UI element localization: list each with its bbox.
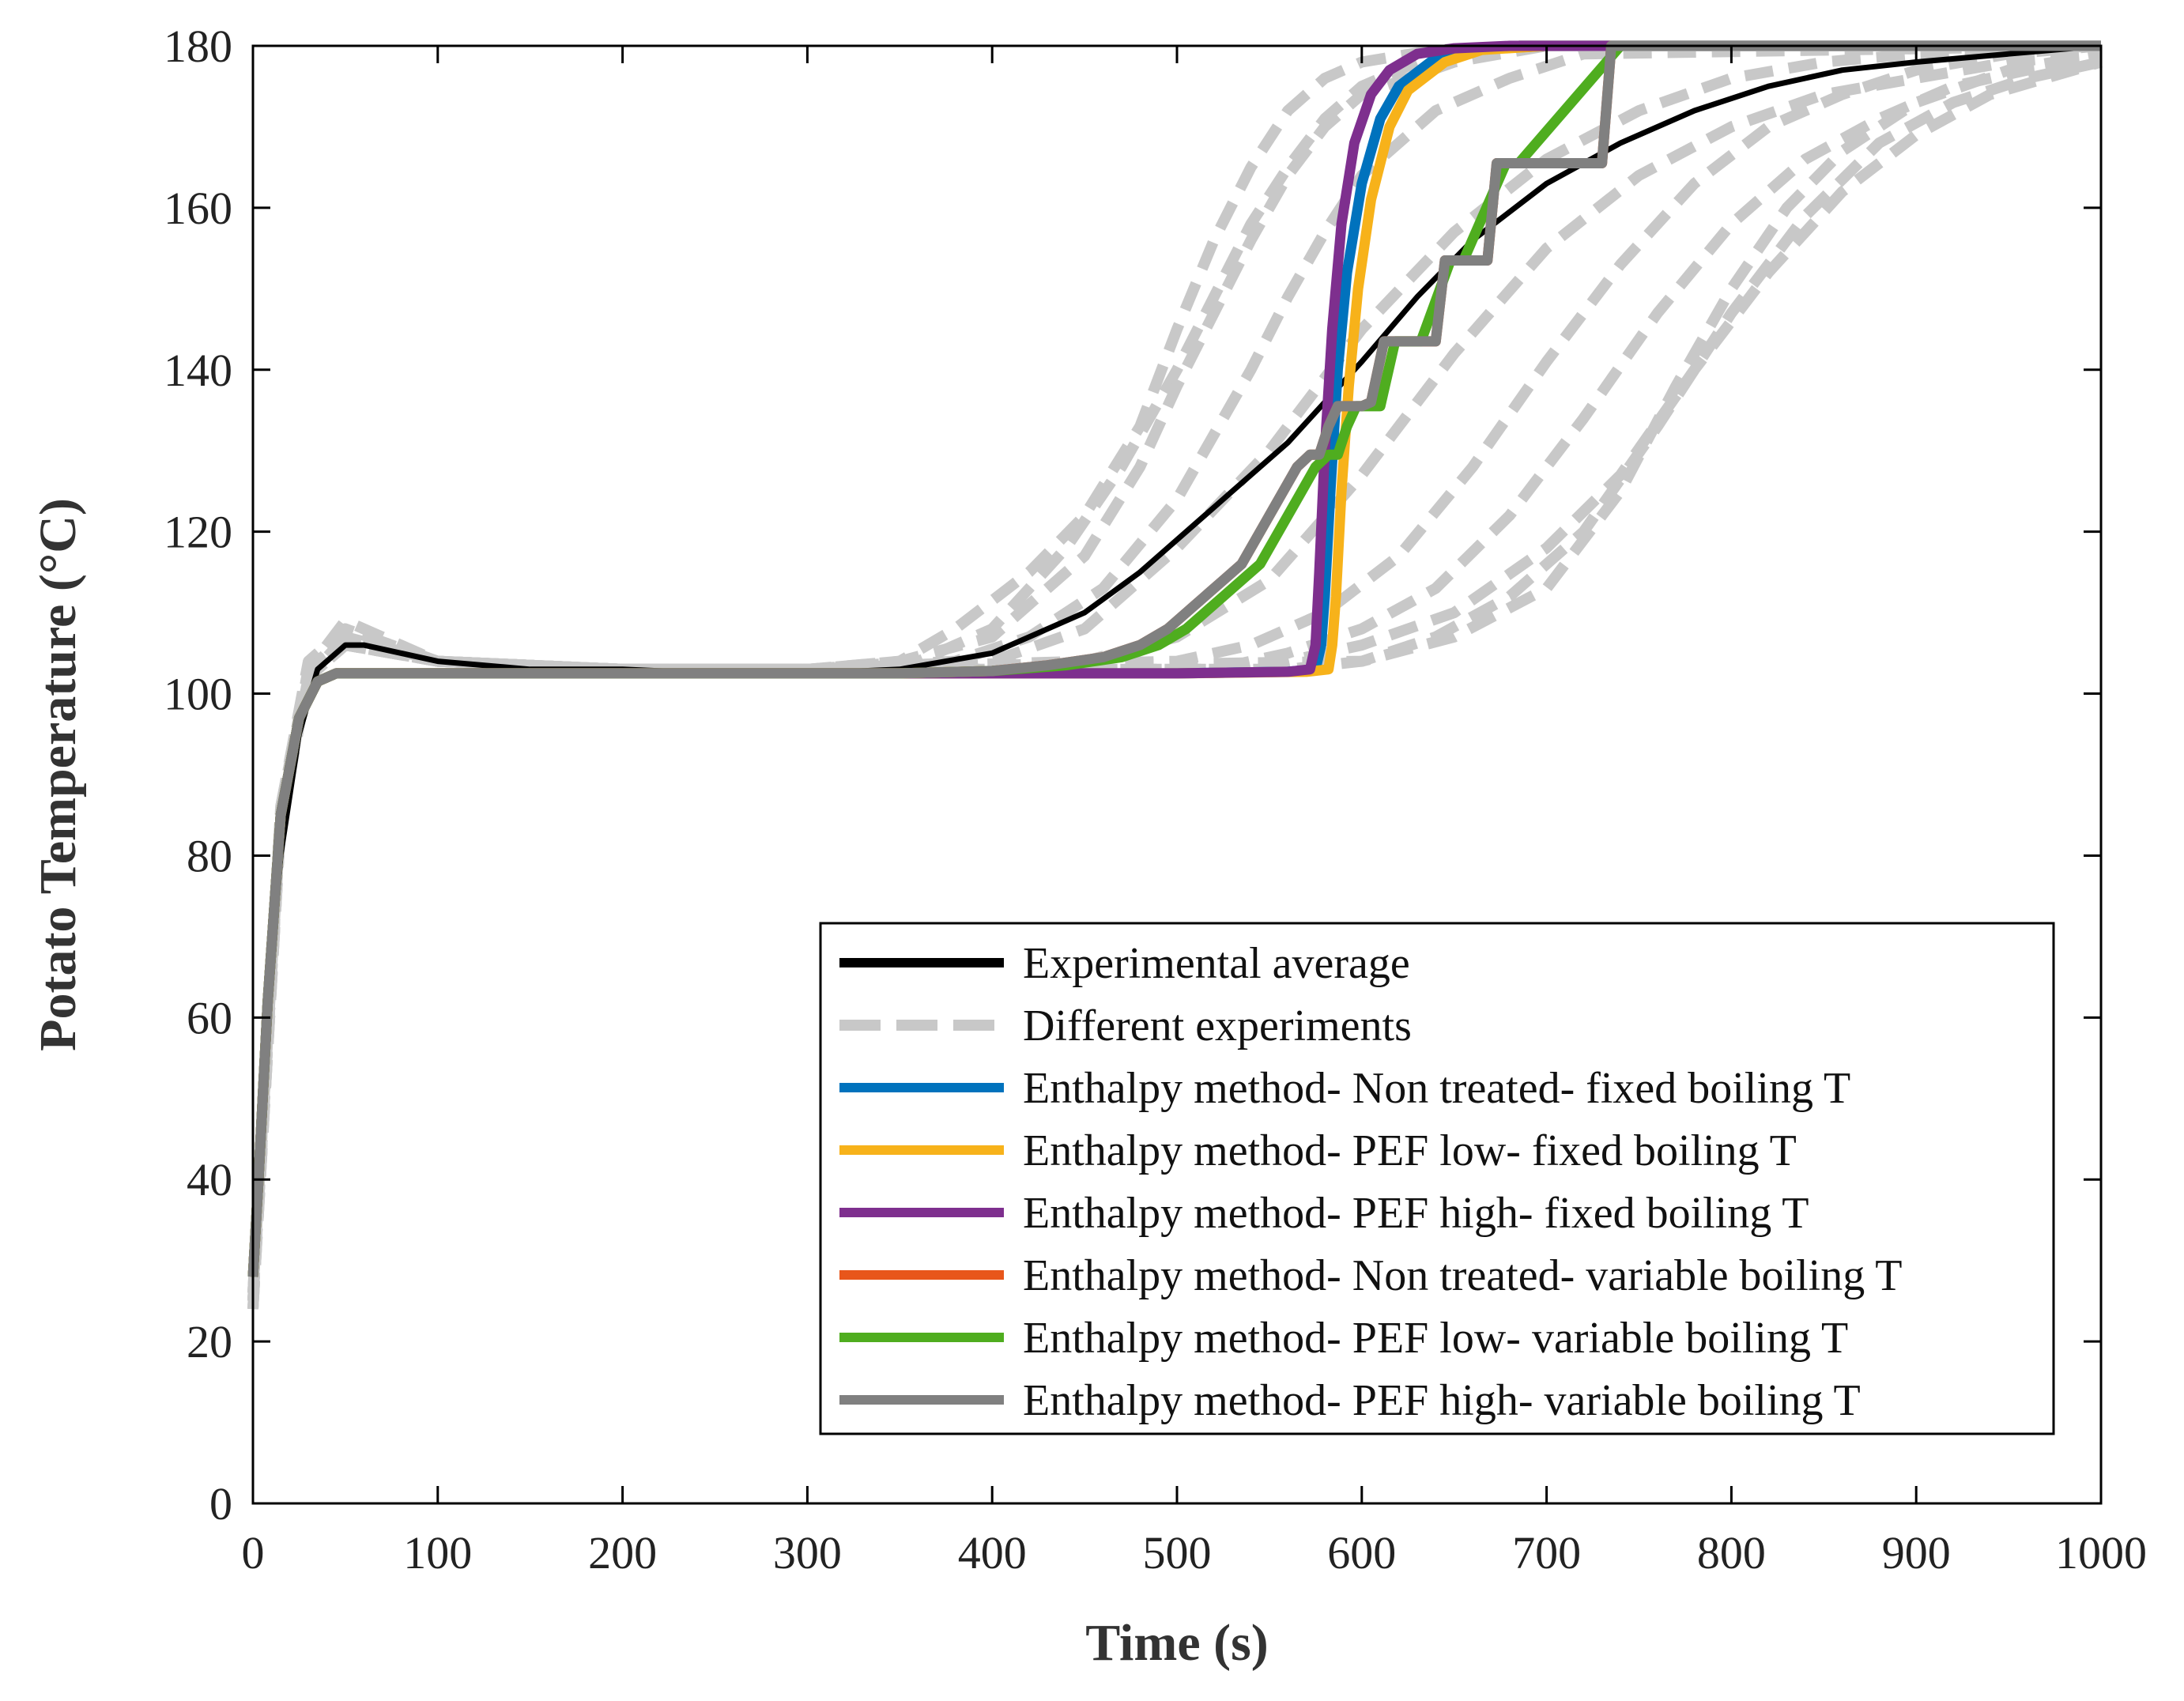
x-tick-label-1000: 1000	[2055, 1527, 2147, 1578]
y-axis-title: Potato Temperature (°C)	[29, 498, 87, 1051]
y-tick-label-0: 0	[209, 1478, 232, 1529]
y-tick-label-20: 20	[187, 1316, 232, 1367]
y-tick-label-100: 100	[164, 669, 232, 720]
legend-label-enthalpy-method-pef-low-variable-boiling-t: Enthalpy method- PEF low- variable boili…	[1023, 1314, 1848, 1363]
legend-label-enthalpy-method-pef-high-fixed-boiling-t: Enthalpy method- PEF high- fixed boiling…	[1023, 1189, 1809, 1238]
y-tick-label-40: 40	[187, 1154, 232, 1205]
y-tick-label-60: 60	[187, 992, 232, 1043]
chart-background	[0, 0, 2184, 1701]
legend-label-enthalpy-method-pef-low-fixed-boiling-t: Enthalpy method- PEF low- fixed boiling …	[1023, 1126, 1797, 1175]
x-tick-label-0: 0	[242, 1527, 265, 1578]
y-tick-label-80: 80	[187, 830, 232, 881]
x-tick-label-500: 500	[1143, 1527, 1212, 1578]
y-tick-label-120: 120	[164, 507, 232, 558]
legend-label-enthalpy-method-pef-high-variable-boiling-t: Enthalpy method- PEF high- variable boil…	[1023, 1376, 1861, 1425]
legend-label-enthalpy-method-non-treated-variable-boiling-t: Enthalpy method- Non treated- variable b…	[1023, 1251, 1902, 1300]
legend-label-enthalpy-method-non-treated-fixed-boiling-t: Enthalpy method- Non treated- fixed boil…	[1023, 1064, 1850, 1113]
x-tick-label-700: 700	[1512, 1527, 1581, 1578]
x-tick-label-100: 100	[403, 1527, 472, 1578]
y-tick-label-160: 160	[164, 183, 232, 234]
x-axis-title: Time (s)	[1085, 1614, 1269, 1672]
x-tick-label-800: 800	[1697, 1527, 1766, 1578]
legend: Experimental average Different experiment…	[820, 923, 2054, 1434]
temperature-chart: 0 100 200 300 400 500 600 700 800 900 1000 0 20 40 60 8…	[0, 0, 2184, 1701]
legend-label-experimental-average: Experimental average	[1023, 939, 1410, 988]
x-tick-label-200: 200	[588, 1527, 657, 1578]
x-tick-label-400: 400	[958, 1527, 1027, 1578]
x-tick-label-900: 900	[1882, 1527, 1951, 1578]
x-tick-label-600: 600	[1327, 1527, 1396, 1578]
x-tick-label-300: 300	[773, 1527, 842, 1578]
y-tick-label-140: 140	[164, 345, 232, 396]
legend-label-different-experiments: Different experiments	[1023, 1001, 1412, 1050]
y-tick-label-180: 180	[164, 21, 232, 72]
